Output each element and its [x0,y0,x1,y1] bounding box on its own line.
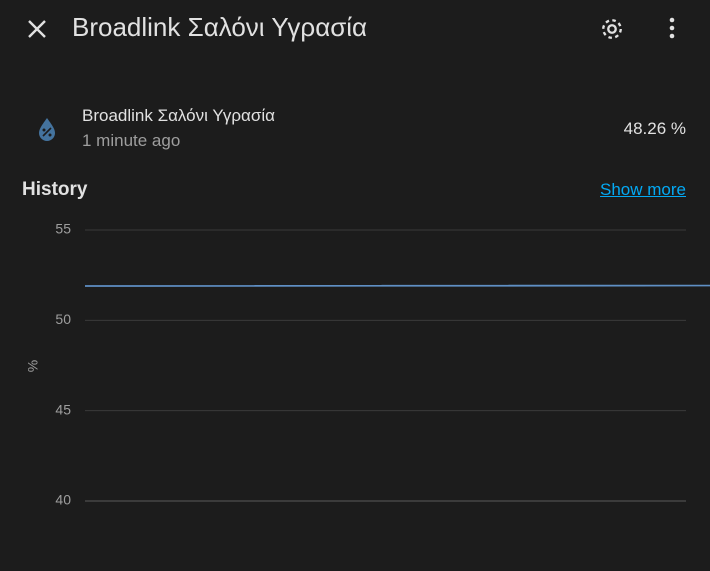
y-tick-label: 55 [55,221,71,237]
y-axis-label: % [25,360,41,372]
history-title: History [22,179,88,200]
last-changed: 1 minute ago [82,131,181,150]
dialog-title: Broadlink Σαλόνι Υγρασία [72,12,368,42]
y-tick-label: 40 [55,492,71,508]
show-more-link[interactable]: Show more [600,180,686,199]
y-tick-label: 50 [55,311,71,327]
y-tick-label: 45 [55,401,71,417]
humidity-icon [39,118,55,141]
entity-state: 48.26 % [623,119,686,138]
history-line [84,284,710,287]
settings-button[interactable] [598,15,626,43]
close-button[interactable] [24,16,50,42]
menu-button[interactable] [660,15,684,43]
entity-name: Broadlink Σαλόνι Υγρασία [82,106,275,125]
